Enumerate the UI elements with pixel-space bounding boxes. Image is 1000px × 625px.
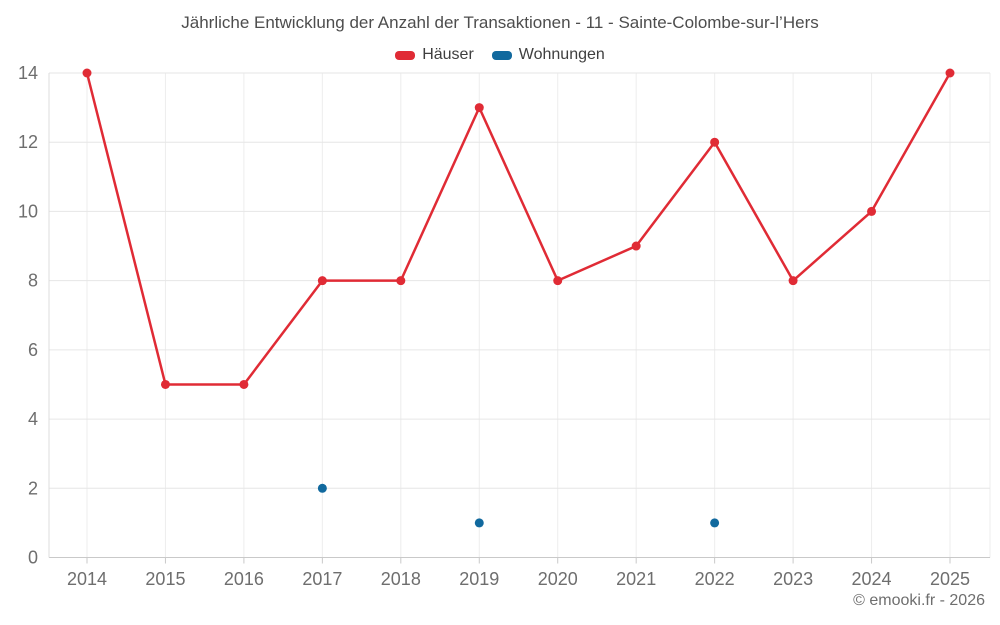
legend-label-haeuser: Häuser [422,46,474,63]
chart-legend: Häuser Wohnungen [0,46,1000,64]
y-tick-label: 2 [28,478,38,498]
x-tick-label: 2015 [145,569,185,589]
axis-labels: 2014 2015 2016 2017 2018 2019 2020 2021 2022 2023… [18,63,970,589]
data-point-wohnungen-2017[interactable] [317,483,327,493]
x-tick-label: 2024 [852,569,892,589]
data-point-wohnungen-2019[interactable] [474,518,484,528]
data-point-häuser-2018[interactable] [396,276,406,286]
y-tick-label: 4 [28,409,38,429]
x-tick-label: 2016 [224,569,264,589]
legend-item-haeuser[interactable]: Häuser [395,46,474,64]
chart-title: Jährliche Entwicklung der Anzahl der Tra… [181,13,819,32]
y-tick-label: 12 [18,132,38,152]
x-tick-label: 2018 [381,569,421,589]
data-point-häuser-2015[interactable] [160,379,170,389]
data-point-häuser-2016[interactable] [239,379,249,389]
data-point-häuser-2024[interactable] [867,206,877,216]
data-point-häuser-2020[interactable] [553,276,563,286]
x-tick-label: 2023 [773,569,813,589]
x-tick-label: 2025 [930,569,970,589]
data-point-häuser-2019[interactable] [474,103,484,113]
x-tick-label: 2014 [67,569,107,589]
series-wohnungen [317,483,720,528]
grid-lines [49,72,991,558]
legend-label-wohnungen: Wohnungen [518,46,605,63]
data-point-häuser-2014[interactable] [82,68,92,78]
axes [48,73,990,564]
x-tick-label: 2017 [302,569,342,589]
x-tick-label: 2020 [538,569,578,589]
data-point-häuser-2017[interactable] [317,276,327,286]
legend-swatch-wohnungen [491,50,512,60]
y-tick-label: 8 [28,271,38,291]
data-point-häuser-2023[interactable] [788,276,798,286]
data-point-häuser-2025[interactable] [945,68,955,78]
data-point-häuser-2022[interactable] [710,137,720,147]
y-tick-label: 14 [18,63,38,83]
legend-item-wohnungen[interactable]: Wohnungen [491,46,605,64]
x-tick-label: 2019 [459,569,499,589]
series-häuser [82,68,955,389]
copyright-footer: © emooki.fr - 2026 [853,592,985,609]
legend-swatch-haeuser [395,50,416,60]
y-tick-label: 6 [28,340,38,360]
y-tick-label: 0 [28,548,38,568]
x-tick-label: 2022 [695,569,735,589]
y-tick-label: 10 [18,201,38,221]
series-line-häuser [85,71,952,386]
x-tick-label: 2021 [616,569,656,589]
data-point-wohnungen-2022[interactable] [710,518,720,528]
data-point-häuser-2021[interactable] [631,241,641,251]
